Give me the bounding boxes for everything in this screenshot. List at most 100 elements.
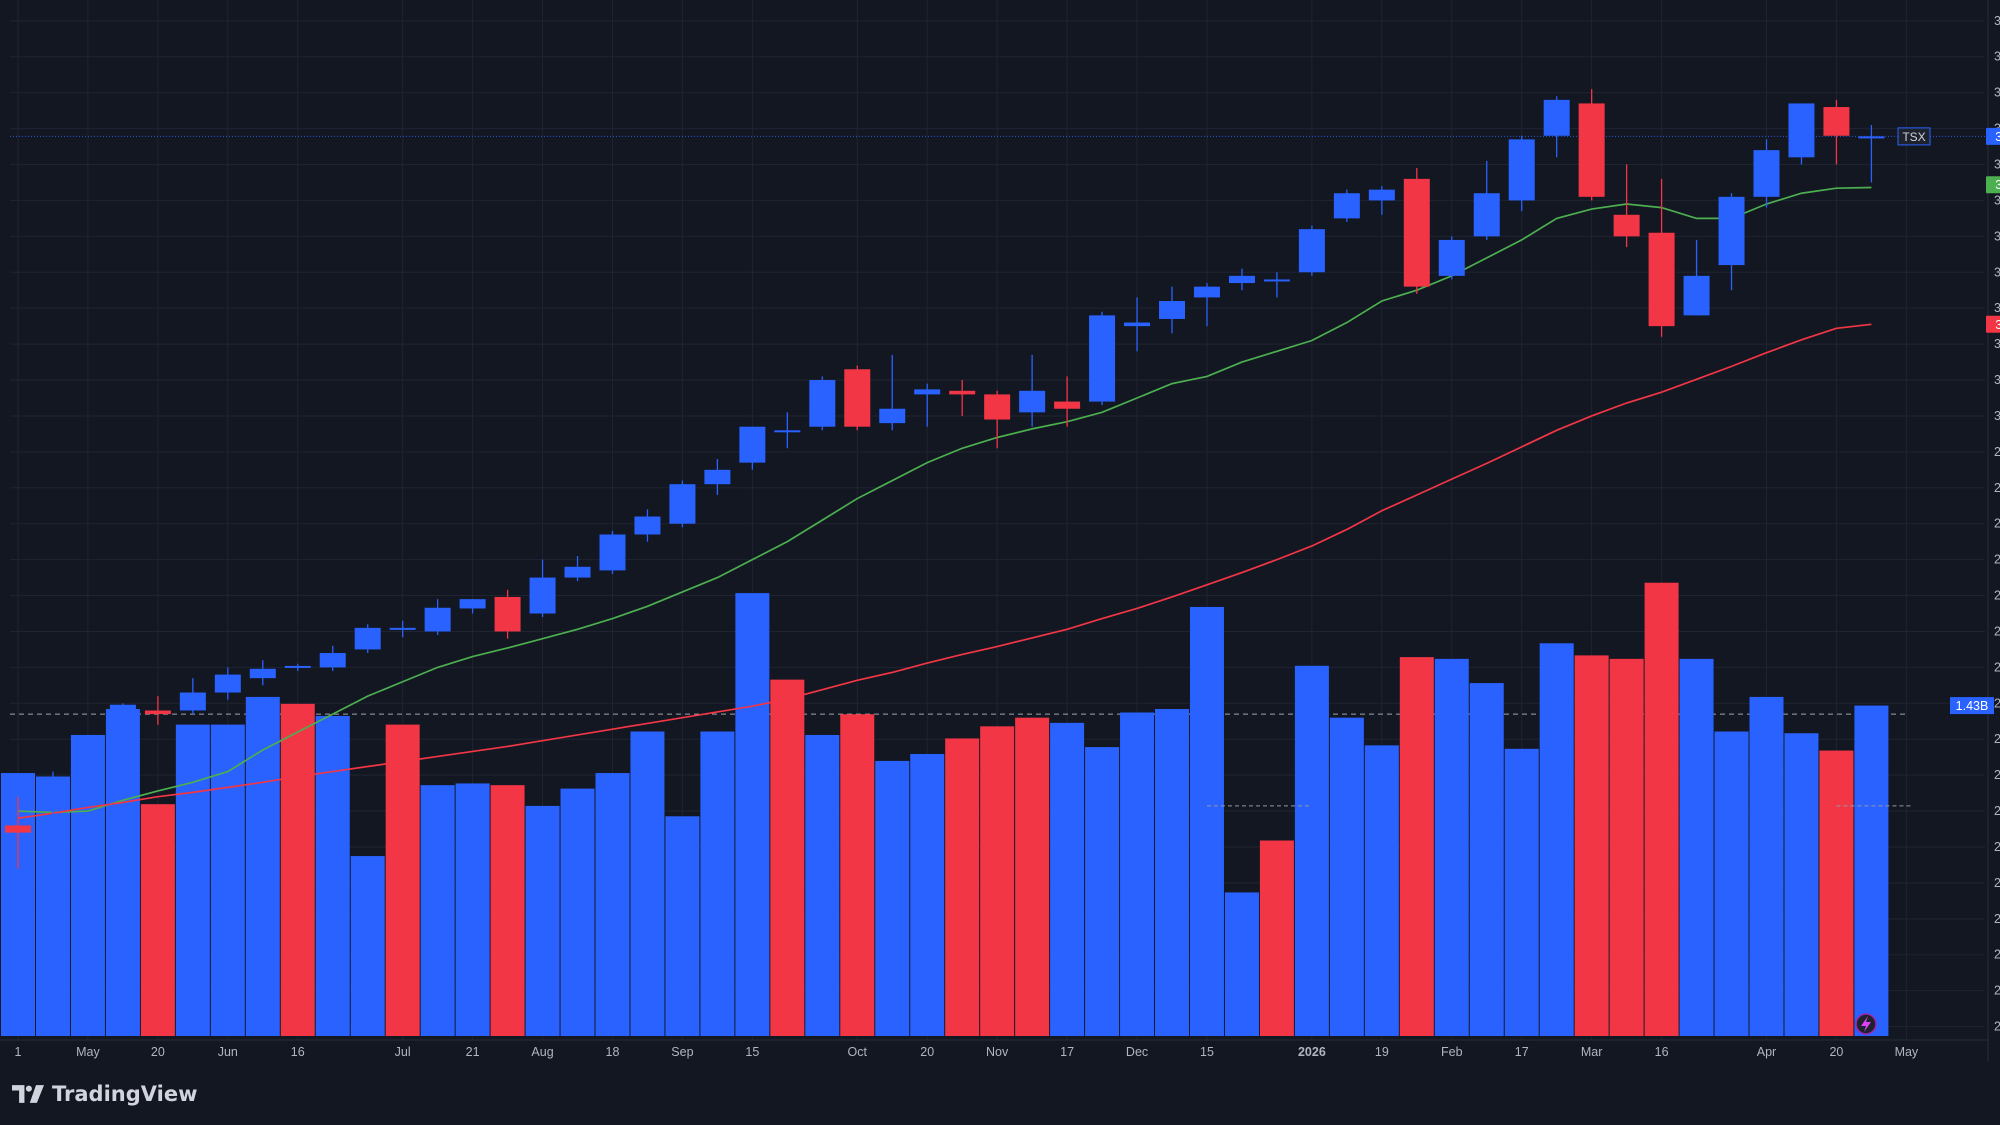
- candle-body: [1648, 232, 1675, 327]
- ma-slow-line: [17, 323, 1872, 820]
- volume-bar: [1224, 892, 1259, 1036]
- candle-body: [1019, 390, 1046, 413]
- candle-body: [179, 692, 206, 711]
- volume-bar: [1679, 658, 1714, 1036]
- volume-bar: [1120, 712, 1155, 1036]
- volume-bar: [595, 773, 630, 1036]
- candle-body: [459, 599, 486, 609]
- candle-body: [984, 394, 1011, 420]
- y-tick-label: 32,500.00: [1994, 229, 2000, 243]
- candle-body: [284, 665, 311, 668]
- y-tick-label: 35,500.00: [1994, 14, 2000, 28]
- ma-slow-label: 31,275.61: [1995, 318, 2000, 332]
- y-tick-label: 33,500.00: [1994, 158, 2000, 172]
- x-tick-label: 18: [606, 1045, 620, 1059]
- volume-bar: [1784, 733, 1819, 1036]
- volume-bar: [490, 785, 525, 1036]
- ma-fast-label-bg: [1986, 176, 2000, 194]
- volume-bar: [210, 724, 245, 1036]
- candle-body: [879, 408, 906, 424]
- candle-body: [1228, 275, 1255, 284]
- candle-body: [704, 469, 731, 485]
- y-tick-label: 23,500.00: [1994, 876, 2000, 890]
- candle-body: [599, 534, 626, 571]
- y-tick-label: 21,500.00: [1994, 1020, 2000, 1034]
- candle-body: [1054, 401, 1081, 409]
- x-tick-label: Feb: [1441, 1045, 1463, 1059]
- x-tick-label: Apr: [1757, 1045, 1776, 1059]
- y-tick-label: 29,000.00: [1994, 481, 2000, 495]
- x-tick-label: 20: [1829, 1045, 1843, 1059]
- volume-bar: [1189, 606, 1224, 1036]
- candles: [5, 89, 1885, 869]
- y-tick-label: 35,000.00: [1994, 50, 2000, 64]
- candle-body: [739, 426, 766, 463]
- y-tick-label: 30,500.00: [1994, 373, 2000, 387]
- candle-body: [1089, 315, 1116, 402]
- x-tick-label: Aug: [531, 1045, 553, 1059]
- bolt-icon[interactable]: [1855, 1013, 1877, 1035]
- volume-pane: [1, 582, 1912, 1036]
- x-tick-label: 15: [1200, 1045, 1214, 1059]
- candle-body: [844, 369, 871, 427]
- candle-body: [634, 516, 661, 535]
- volume-bar: [175, 724, 210, 1036]
- y-tick-label: 26,000.00: [1994, 696, 2000, 710]
- x-tick-label: Mar: [1581, 1045, 1603, 1059]
- volume-bar: [630, 731, 665, 1036]
- x-tick-label: May: [76, 1045, 100, 1059]
- x-tick-label: 17: [1515, 1045, 1529, 1059]
- candle-body: [1578, 103, 1605, 197]
- y-tick-label: 34,500.00: [1994, 86, 2000, 100]
- volume-bar: [1050, 722, 1085, 1036]
- candle-body: [319, 653, 346, 668]
- y-tick-label: 27,000.00: [1994, 624, 2000, 638]
- x-tick-label: Dec: [1126, 1045, 1148, 1059]
- y-tick-label: 32,000.00: [1994, 265, 2000, 279]
- x-tick-label: 21: [466, 1045, 480, 1059]
- volume-bar: [1259, 840, 1294, 1036]
- candle-body: [949, 390, 976, 395]
- volume-bar: [945, 738, 980, 1036]
- volume-label-bg: [1950, 697, 1994, 715]
- brand[interactable]: TradingView: [12, 1082, 197, 1106]
- volume-bar: [315, 715, 350, 1036]
- candle-body: [1543, 99, 1570, 136]
- candle-body: [1193, 286, 1220, 298]
- candle-body: [1613, 214, 1640, 237]
- candle-body: [1263, 279, 1290, 282]
- y-tick-label: 28,500.00: [1994, 517, 2000, 531]
- volume-bar: [665, 816, 700, 1036]
- y-tick-label: 31,500.00: [1994, 301, 2000, 315]
- x-tick-label: Jul: [395, 1045, 411, 1059]
- x-tick-label: 15: [745, 1045, 759, 1059]
- y-tick-label: 28,000.00: [1994, 553, 2000, 567]
- y-tick-label: 24,000.00: [1994, 840, 2000, 854]
- y-tick-label: 26,500.00: [1994, 660, 2000, 674]
- volume-bar: [140, 804, 175, 1036]
- y-tick-label: 24,500.00: [1994, 804, 2000, 818]
- axes: 21,500.00 22,000.00 22,500.00 23,000.00 23,5…: [0, 0, 2000, 1062]
- x-tick-label: 17: [1060, 1045, 1074, 1059]
- volume-bar: [350, 856, 385, 1036]
- symbol-tag: TSX: [1902, 130, 1925, 144]
- volume-bar: [1085, 747, 1120, 1036]
- candle-body: [39, 778, 66, 804]
- candle-body: [669, 484, 696, 524]
- candle-body: [249, 668, 276, 679]
- y-tick-label: 25,000.00: [1994, 768, 2000, 782]
- volume-bar: [1155, 709, 1190, 1036]
- volume-bar: [1539, 643, 1574, 1036]
- volume-bar: [1015, 717, 1050, 1036]
- candle-body: [1683, 275, 1710, 316]
- volume-bar: [35, 776, 70, 1036]
- candle-body: [5, 825, 31, 833]
- volume-bar: [1294, 665, 1329, 1036]
- footer: TradingView: [0, 1062, 2000, 1125]
- volume-bar: [770, 679, 805, 1036]
- price-chart[interactable]: 21,500.00 22,000.00 22,500.00 23,000.00 23,5…: [0, 0, 2000, 1062]
- x-tick-label: Oct: [848, 1045, 868, 1059]
- candle-body: [1788, 103, 1815, 158]
- candle-body: [1124, 322, 1151, 327]
- volume-bar: [805, 734, 840, 1036]
